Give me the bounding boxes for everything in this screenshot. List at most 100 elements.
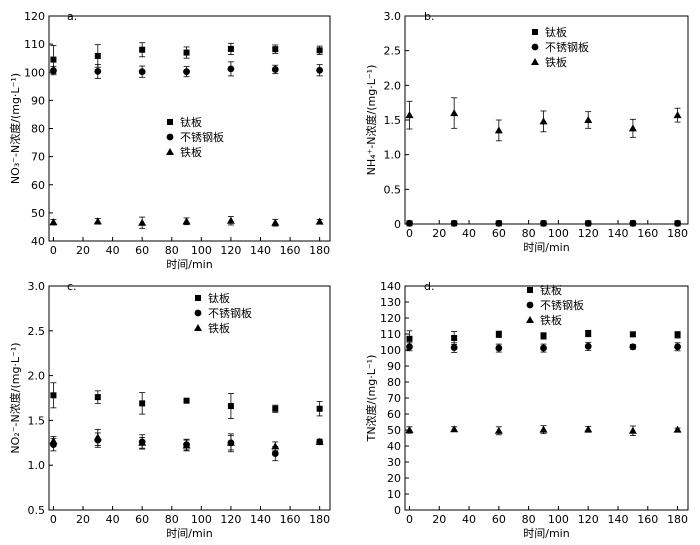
y-tick-label: 50 xyxy=(31,207,45,220)
y-tick-label: 110 xyxy=(24,38,45,51)
data-point xyxy=(405,426,414,433)
x-tick-label: 180 xyxy=(667,227,688,240)
y-tick-label: 0.5 xyxy=(28,504,46,517)
x-tick-label: 80 xyxy=(165,244,179,257)
data-point xyxy=(450,109,459,117)
x-tick-label: 60 xyxy=(135,244,149,257)
data-point xyxy=(183,397,190,404)
data-point xyxy=(315,217,324,225)
legend-label: 钛板 xyxy=(545,25,567,39)
y-tick-label: 2.0 xyxy=(28,370,46,383)
legend-label: 钛板 xyxy=(180,115,202,129)
x-tick-label: 120 xyxy=(220,244,241,257)
x-tick-label: 180 xyxy=(309,244,330,257)
x-axis-label: 时间/min xyxy=(523,527,569,540)
y-tick-label: 0 xyxy=(394,218,401,231)
x-tick-label: 100 xyxy=(548,227,569,240)
y-tick-label: 110 xyxy=(380,328,401,341)
data-point xyxy=(139,400,146,407)
y-tick-label: 1.0 xyxy=(384,149,402,162)
data-point xyxy=(584,342,592,350)
data-point xyxy=(628,124,637,132)
y-axis-label: TN浓度/(mg·L⁻¹) xyxy=(364,355,378,443)
x-tick-label: 160 xyxy=(280,513,301,526)
y-tick-label: 3.0 xyxy=(384,10,402,23)
data-point xyxy=(539,117,548,125)
x-tick-label: 180 xyxy=(309,513,330,526)
chart-panel-1: 0 20 40 60 80 100 120 140 160 180 0 0.5 1.0 1.5 2.0 2.5… xyxy=(364,10,689,254)
y-tick-label: 0.5 xyxy=(384,183,402,196)
data-point xyxy=(584,425,593,433)
legend-marker xyxy=(526,301,534,309)
x-tick-label: 40 xyxy=(106,513,120,526)
data-point xyxy=(629,219,637,227)
data-point xyxy=(315,437,324,445)
x-tick-label: 40 xyxy=(106,244,120,257)
data-point xyxy=(50,392,57,399)
data-point xyxy=(94,68,102,75)
data-point xyxy=(138,218,147,226)
legend-marker xyxy=(167,119,173,125)
data-point xyxy=(182,217,191,225)
data-point xyxy=(94,394,101,401)
panel-label: b. xyxy=(424,10,434,23)
y-tick-label: 70 xyxy=(31,151,45,164)
data-point xyxy=(450,219,458,227)
data-point xyxy=(227,45,234,52)
x-tick-label: 80 xyxy=(165,513,179,526)
x-tick-label: 160 xyxy=(637,513,658,526)
data-point xyxy=(494,126,503,134)
data-point xyxy=(272,405,279,412)
x-tick-label: 140 xyxy=(607,227,628,240)
y-axis-label: NO₃⁻-N浓度/(mg·L⁻¹) xyxy=(8,73,22,184)
y-axis-label: NH₄⁺-N浓度/(mg·L⁻¹) xyxy=(364,65,378,176)
y-tick-label: 130 xyxy=(380,296,401,309)
panel-label: c. xyxy=(67,280,77,293)
data-point xyxy=(49,437,58,445)
legend-marker xyxy=(526,316,534,323)
x-tick-label: 160 xyxy=(280,244,301,257)
data-point xyxy=(405,111,414,119)
x-tick-label: 120 xyxy=(578,227,599,240)
data-point xyxy=(316,66,324,74)
x-tick-label: 100 xyxy=(191,244,212,257)
y-tick-label: 2.5 xyxy=(28,325,46,338)
data-point xyxy=(316,405,323,412)
x-tick-label: 0 xyxy=(50,244,57,257)
x-tick-label: 20 xyxy=(76,244,90,257)
y-tick-label: 20 xyxy=(387,472,401,485)
data-point xyxy=(50,56,57,63)
y-tick-label: 50 xyxy=(387,424,401,437)
legend-label: 铁板 xyxy=(208,321,230,335)
x-tick-label: 0 xyxy=(406,513,413,526)
y-tick-label: 80 xyxy=(31,123,45,136)
chart-panel-0: 0 20 40 60 80 100 120 140 160 180 40 50 60 70 80 90 100 1… xyxy=(8,10,331,271)
data-point xyxy=(406,219,413,227)
data-point xyxy=(183,49,190,56)
legend-marker xyxy=(532,29,538,35)
legend-label: 铁板 xyxy=(545,55,567,69)
y-axis-label: NO₂⁻-N浓度/(mg·L⁻¹) xyxy=(8,342,22,453)
panel-label: d. xyxy=(424,280,434,293)
y-tick-label: 90 xyxy=(31,94,45,107)
data-point xyxy=(585,330,592,337)
data-point xyxy=(451,335,458,341)
legend-marker xyxy=(194,309,202,317)
legend-label: 不锈钢板 xyxy=(208,306,252,320)
data-point xyxy=(271,442,280,450)
y-tick-label: 1.0 xyxy=(28,459,46,472)
x-tick-label: 180 xyxy=(667,513,688,526)
data-point xyxy=(629,343,637,351)
y-tick-label: 3.0 xyxy=(28,280,46,293)
data-point xyxy=(673,425,682,433)
x-tick-label: 80 xyxy=(522,227,536,240)
y-tick-label: 2.0 xyxy=(384,79,402,92)
legend-label: 不锈钢板 xyxy=(545,40,589,54)
data-point xyxy=(495,331,502,338)
data-point xyxy=(316,47,323,54)
data-point xyxy=(182,441,191,449)
legend-label: 铁板 xyxy=(180,145,202,159)
data-point xyxy=(495,219,503,227)
legend-label: 钛板 xyxy=(208,291,230,305)
y-tick-label: 10 xyxy=(387,488,401,501)
